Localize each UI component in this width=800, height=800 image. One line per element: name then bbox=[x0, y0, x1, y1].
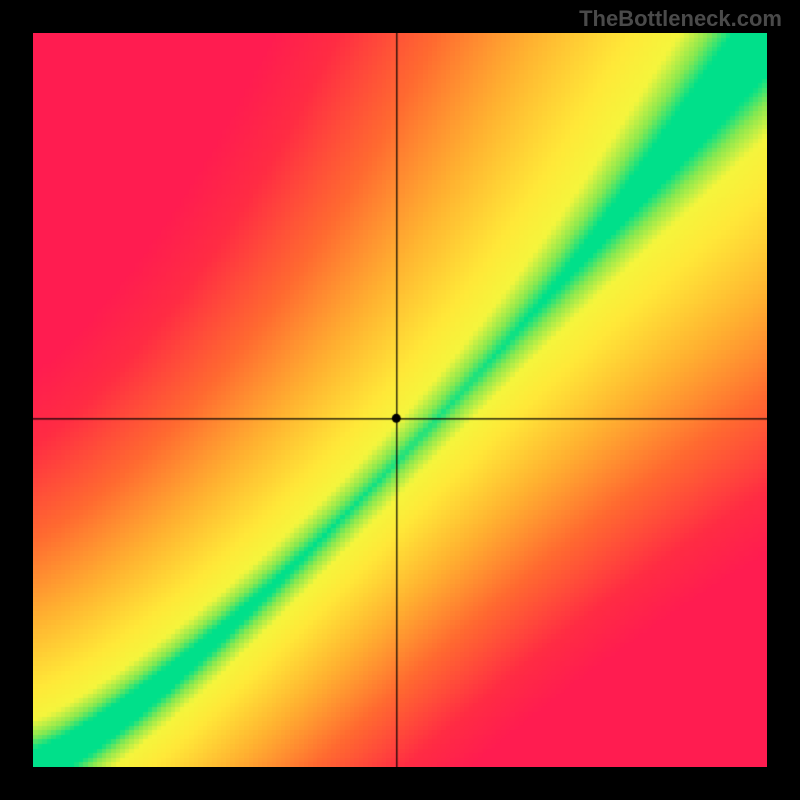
figure-container: { "watermark": { "text": "TheBottleneck.… bbox=[0, 0, 800, 800]
bottleneck-heatmap bbox=[33, 33, 767, 767]
watermark-text: TheBottleneck.com bbox=[579, 6, 782, 32]
